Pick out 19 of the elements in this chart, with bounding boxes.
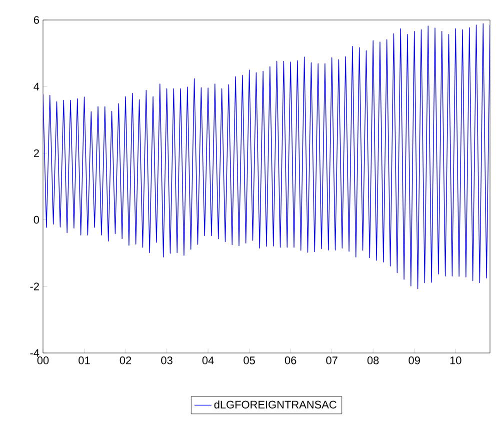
x-tick-label: 09: [408, 356, 420, 364]
y-tick-label: 0: [34, 216, 40, 224]
x-tick-label: 01: [78, 356, 90, 364]
x-tick-label: 02: [120, 356, 132, 364]
legend-label: dLGFOREIGNTRANSAC: [214, 400, 336, 409]
line-series: [43, 23, 490, 290]
x-tick-label: 07: [326, 356, 338, 364]
x-tick-label: 06: [284, 356, 296, 364]
x-tick-label: 08: [367, 356, 379, 364]
y-tick-label: 4: [34, 82, 40, 90]
x-tick-label: 03: [161, 356, 172, 364]
x-tick-label: 04: [202, 356, 214, 364]
x-tick-label: 10: [450, 356, 462, 364]
y-tick-label: -2: [30, 282, 39, 290]
x-tick-label: 05: [244, 356, 255, 364]
y-tick-label: -4: [30, 349, 40, 357]
y-tick-label: 6: [34, 16, 40, 24]
y-tick-label: 2: [34, 149, 39, 158]
x-tick-label: 00: [37, 356, 49, 364]
